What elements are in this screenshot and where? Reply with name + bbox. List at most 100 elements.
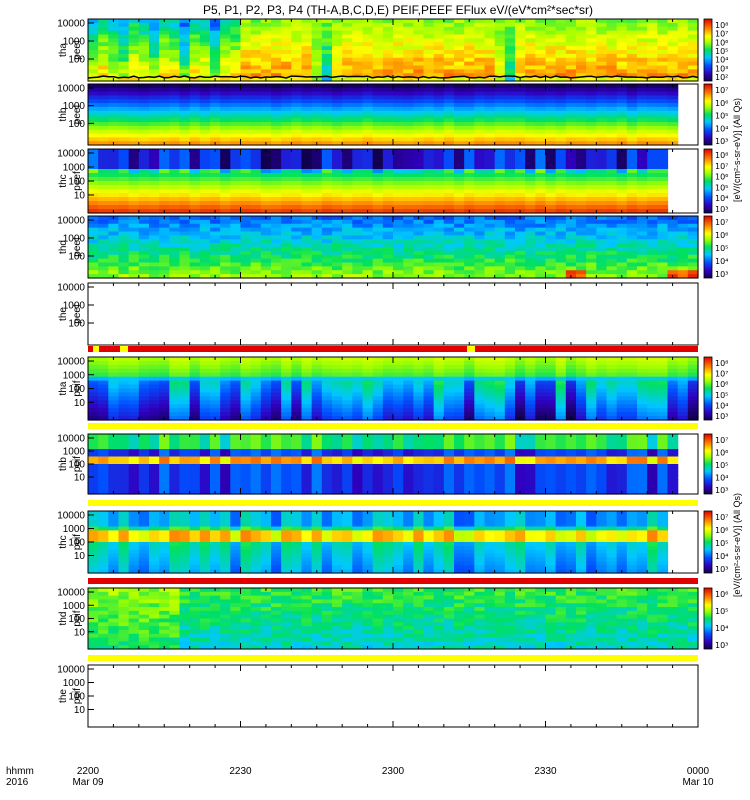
heatmap-cell: [230, 30, 242, 36]
heatmap-cell: [626, 73, 638, 78]
heatmap-cell: [515, 408, 526, 413]
heatmap-cell: [352, 360, 364, 366]
heatmap-cell: [128, 384, 140, 390]
heatmap-cell: [454, 22, 465, 28]
heatmap-cell: [637, 412, 648, 417]
heatmap-cell: [88, 262, 99, 267]
heatmap-cell: [535, 50, 547, 55]
heatmap-cell: [616, 153, 628, 158]
heatmap-cell: [372, 125, 384, 131]
panel-the-peef-frame: [87, 282, 699, 346]
heatmap-cell: [271, 91, 282, 97]
heatmap-cell: [626, 209, 638, 214]
heatmap-cell: [565, 118, 577, 123]
heatmap-cell: [535, 173, 547, 178]
heatmap-cell: [179, 57, 191, 63]
heatmap-cell: [189, 165, 201, 170]
heatmap-cell: [413, 165, 425, 170]
heatmap-cell: [159, 153, 170, 158]
heatmap-cell: [454, 34, 465, 39]
heatmap-cell: [586, 103, 597, 108]
heatmap-cell: [321, 227, 333, 233]
heatmap-cell: [596, 165, 608, 170]
heatmap-cell: [606, 193, 618, 198]
heatmap-cell: [677, 69, 689, 74]
heatmap-cell: [352, 84, 364, 89]
heatmap-cell: [647, 103, 658, 108]
heatmap-cell: [342, 262, 353, 267]
heatmap-cell: [626, 110, 638, 116]
heatmap-cell: [88, 239, 99, 244]
heatmap-cell: [240, 125, 252, 131]
heatmap-cell: [128, 388, 140, 394]
heatmap-cell: [484, 227, 496, 233]
heatmap-cell: [128, 110, 140, 116]
heatmap-cell: [535, 412, 547, 417]
colorbar-tick-label: 10⁵: [715, 112, 728, 121]
heatmap-cell: [352, 77, 364, 82]
heatmap-cell: [525, 266, 536, 271]
heatmap-cell: [484, 26, 496, 32]
heatmap-cell: [342, 380, 353, 386]
heatmap-cell: [230, 181, 242, 186]
heatmap-cell: [199, 50, 211, 55]
heatmap-cell: [423, 360, 435, 366]
heatmap-cell: [596, 270, 608, 275]
heatmap-cell: [525, 53, 536, 59]
heatmap-cell: [98, 247, 109, 252]
heatmap-cell: [525, 400, 536, 405]
heatmap-cell: [484, 209, 496, 214]
heatmap-cell: [342, 408, 353, 413]
heatmap-cell: [179, 141, 191, 146]
heatmap-cell: [545, 266, 557, 271]
heatmap-cell: [545, 30, 557, 36]
heatmap-cell: [606, 53, 618, 59]
heatmap-cell: [260, 227, 272, 233]
heatmap-cell: [576, 254, 587, 260]
heatmap-cell: [311, 57, 323, 63]
heatmap-cell: [301, 250, 313, 256]
heatmap-cell: [362, 30, 374, 36]
heatmap-cell: [240, 216, 252, 221]
heatmap-cell: [382, 118, 394, 123]
heatmap-cell: [108, 87, 120, 93]
heatmap-cell: [413, 53, 425, 59]
heatmap-cell: [494, 19, 506, 24]
heatmap-cell: [382, 137, 394, 142]
heatmap-cell: [606, 185, 618, 190]
heatmap-cell: [586, 219, 597, 225]
heatmap-cell: [169, 46, 181, 51]
heatmap-cell: [677, 50, 689, 55]
heatmap-cell: [199, 95, 211, 100]
heatmap-cell: [596, 223, 608, 229]
heatmap-cell: [464, 380, 475, 386]
colorbar-tick-label: 10⁴: [715, 257, 728, 266]
heatmap-cell: [199, 384, 211, 390]
heatmap-cell: [210, 114, 221, 119]
heatmap-cell: [291, 193, 303, 198]
heatmap-cell: [382, 189, 394, 194]
heatmap-cell: [443, 103, 455, 108]
heatmap-cell: [189, 57, 201, 63]
heatmap-cell: [149, 197, 160, 202]
heatmap-cell: [169, 118, 181, 123]
heatmap-cell: [230, 396, 242, 401]
heatmap-cell: [454, 193, 465, 198]
heatmap-cell: [535, 205, 547, 210]
heatmap-cell: [321, 216, 333, 221]
heatmap-cell: [606, 357, 618, 362]
heatmap-cell: [535, 197, 547, 202]
heatmap-cell: [443, 223, 455, 229]
heatmap-cell: [443, 50, 455, 55]
heatmap-cell: [169, 50, 181, 55]
heatmap-cell: [474, 53, 486, 59]
heatmap-cell: [301, 34, 313, 39]
heatmap-cell: [413, 189, 425, 194]
heatmap-cell: [281, 19, 292, 24]
heatmap-cell: [271, 400, 282, 405]
heatmap-cell: [189, 368, 201, 374]
heatmap-cell: [271, 149, 282, 154]
heatmap-cell: [301, 376, 313, 382]
heatmap-cell: [108, 53, 120, 59]
heatmap-cell: [494, 201, 506, 206]
